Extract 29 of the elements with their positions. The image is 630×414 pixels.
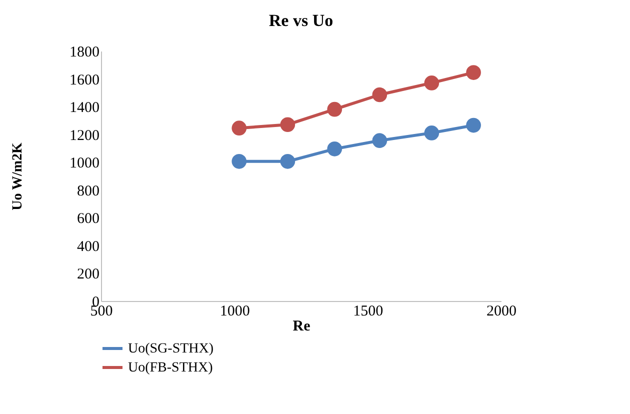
- point: [466, 118, 481, 133]
- point: [232, 154, 247, 169]
- point: [327, 142, 342, 156]
- x-tick-label: 2000: [486, 304, 516, 320]
- y-tick-label: 1400: [70, 100, 100, 116]
- x-tick-label: 1500: [353, 304, 384, 320]
- y-tick-label: 800: [77, 183, 100, 200]
- x-tick-label: 1000: [220, 304, 250, 320]
- y-tick-label: 1600: [70, 72, 100, 88]
- point: [424, 76, 440, 90]
- y-tick-label: 400: [77, 238, 100, 255]
- point: [280, 154, 296, 169]
- point: [372, 87, 388, 102]
- legend-label: Uo(FB-STHX): [128, 360, 214, 376]
- y-tick-label: 200: [77, 266, 100, 283]
- y-axis-title: Uo W/m2K: [10, 142, 26, 210]
- point: [424, 126, 440, 140]
- x-axis-title: Re: [292, 318, 311, 334]
- y-tick-label: 1000: [70, 156, 100, 172]
- point: [280, 117, 296, 132]
- y-tick-label: 1200: [70, 128, 100, 144]
- legend-label: Uo(SG-STHX): [128, 342, 214, 356]
- y-tick-label: 1800: [70, 44, 100, 60]
- point: [232, 120, 247, 136]
- chart-title: Re vs Uo: [268, 11, 334, 30]
- point: [372, 133, 388, 148]
- y-tick-label: 600: [77, 211, 100, 228]
- point: [466, 65, 481, 80]
- point: [327, 102, 342, 117]
